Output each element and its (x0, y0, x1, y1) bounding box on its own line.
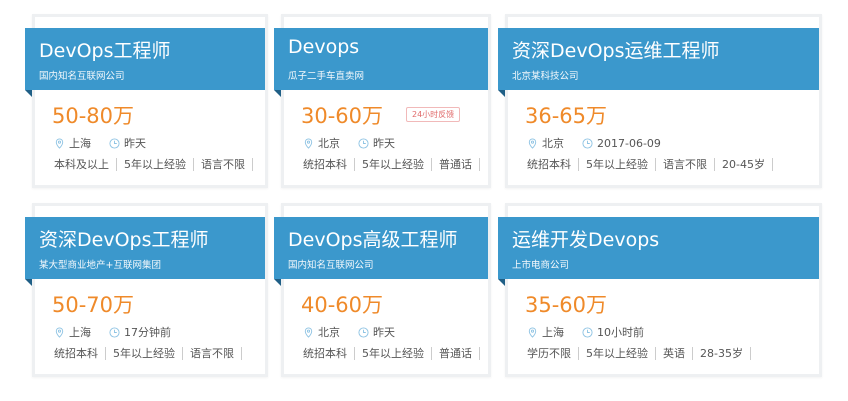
job-title[interactable]: DevOps高级工程师 (288, 229, 458, 251)
job-card[interactable]: DevOps工程师 国内知名互联网公司 50-80万 上海 昨天 本科及以上 5年… (25, 14, 268, 188)
requirement-tag: 普通话 (432, 347, 480, 360)
job-card[interactable]: 资深DevOps工程师 某大型商业地产+互联网集团 50-70万 上海 17分钟… (25, 203, 268, 377)
requirement-tag: 5年以上经验 (355, 347, 432, 360)
location-pin-icon (303, 326, 314, 338)
job-requirements: 统招本科 5年以上经验 语言不限 (54, 347, 242, 360)
job-meta: 上海 10小时前 (527, 324, 644, 340)
job-requirements: 本科及以上 5年以上经验 语言不限 (54, 158, 253, 171)
requirement-tag: 5年以上经验 (106, 347, 183, 360)
requirement-tag: 普通话 (432, 158, 480, 171)
location: 上海 (542, 326, 564, 339)
location: 北京 (318, 137, 340, 150)
job-header-banner: 资深DevOps运维工程师 北京某科技公司 (498, 28, 819, 97)
post-time: 昨天 (124, 137, 146, 150)
requirement-tag: 统招本科 (303, 158, 355, 171)
company-name: 国内知名互联网公司 (39, 71, 125, 82)
salary: 36-65万 (525, 104, 608, 128)
requirement-tag: 学历不限 (527, 347, 579, 360)
job-title[interactable]: 运维开发Devops (512, 229, 660, 251)
requirement-tag: 本科及以上 (54, 158, 117, 171)
job-header-banner: 运维开发Devops 上市电商公司 (498, 217, 819, 286)
location-pin-icon (54, 326, 65, 338)
job-meta: 北京 昨天 (303, 324, 395, 340)
job-meta: 北京 昨天 (303, 135, 395, 151)
requirement-tag: 5年以上经验 (355, 158, 432, 171)
clock-icon (109, 137, 120, 149)
requirement-tag: 统招本科 (303, 347, 355, 360)
job-requirements: 统招本科 5年以上经验 普通话 (303, 158, 480, 171)
location: 北京 (542, 137, 564, 150)
salary: 35-60万 (525, 293, 608, 317)
job-title[interactable]: DevOps工程师 (39, 40, 171, 62)
requirement-tag: 5年以上经验 (117, 158, 194, 171)
location-pin-icon (303, 137, 314, 149)
feedback-badge: 24小时反馈 (406, 107, 461, 122)
job-header-banner: Devops 瓜子二手车直卖网 (274, 28, 488, 97)
location-pin-icon (527, 137, 538, 149)
requirement-tag: 英语 (656, 347, 693, 360)
location-pin-icon (54, 137, 65, 149)
company-name: 瓜子二手车直卖网 (288, 71, 365, 82)
clock-icon (358, 137, 369, 149)
requirement-tag: 28-35岁 (693, 347, 751, 360)
location: 北京 (318, 326, 340, 339)
job-header-banner: DevOps工程师 国内知名互联网公司 (25, 28, 265, 97)
requirement-tag: 5年以上经验 (579, 158, 656, 171)
salary: 40-60万 (301, 293, 384, 317)
job-card[interactable]: Devops 瓜子二手车直卖网 30-60万 24小时反馈 北京 昨天 统招本科 5… (274, 14, 491, 188)
clock-icon (358, 326, 369, 338)
salary: 50-70万 (52, 293, 135, 317)
job-requirements: 学历不限 5年以上经验 英语 28-35岁 (527, 347, 751, 360)
salary: 50-80万 (52, 104, 135, 128)
job-header-banner: DevOps高级工程师 国内知名互联网公司 (274, 217, 488, 286)
clock-icon (582, 137, 593, 149)
clock-icon (582, 326, 593, 338)
requirement-tag: 5年以上经验 (579, 347, 656, 360)
job-title[interactable]: 资深DevOps工程师 (39, 229, 209, 251)
job-card[interactable]: 资深DevOps运维工程师 北京某科技公司 36-65万 北京 2017-06-… (498, 14, 822, 188)
job-title[interactable]: 资深DevOps运维工程师 (512, 40, 720, 62)
requirement-tag: 语言不限 (194, 158, 253, 171)
requirement-tag: 统招本科 (527, 158, 579, 171)
company-name: 国内知名互联网公司 (288, 260, 374, 271)
post-time: 10小时前 (597, 326, 644, 339)
job-requirements: 统招本科 5年以上经验 普通话 (303, 347, 480, 360)
requirement-tag: 语言不限 (656, 158, 715, 171)
location-pin-icon (527, 326, 538, 338)
job-header-banner: 资深DevOps工程师 某大型商业地产+互联网集团 (25, 217, 265, 286)
post-time: 17分钟前 (124, 326, 171, 339)
job-card[interactable]: 运维开发Devops 上市电商公司 35-60万 上海 10小时前 学历不限 5年… (498, 203, 822, 377)
job-meta: 北京 2017-06-09 (527, 135, 661, 151)
job-title[interactable]: Devops (288, 36, 360, 58)
requirement-tag: 统招本科 (54, 347, 106, 360)
location: 上海 (69, 326, 91, 339)
post-time: 2017-06-09 (597, 136, 661, 150)
job-card[interactable]: DevOps高级工程师 国内知名互联网公司 40-60万 北京 昨天 统招本科 5… (274, 203, 491, 377)
requirement-tag: 语言不限 (183, 347, 242, 360)
company-name: 上市电商公司 (512, 260, 570, 271)
post-time: 昨天 (373, 137, 395, 150)
post-time: 昨天 (373, 326, 395, 339)
job-meta: 上海 17分钟前 (54, 324, 171, 340)
requirement-tag: 20-45岁 (715, 158, 773, 171)
company-name: 某大型商业地产+互联网集团 (39, 260, 161, 271)
clock-icon (109, 326, 120, 338)
location: 上海 (69, 137, 91, 150)
salary: 30-60万 (301, 104, 384, 128)
job-requirements: 统招本科 5年以上经验 语言不限 20-45岁 (527, 158, 773, 171)
company-name: 北京某科技公司 (512, 71, 579, 82)
job-meta: 上海 昨天 (54, 135, 146, 151)
